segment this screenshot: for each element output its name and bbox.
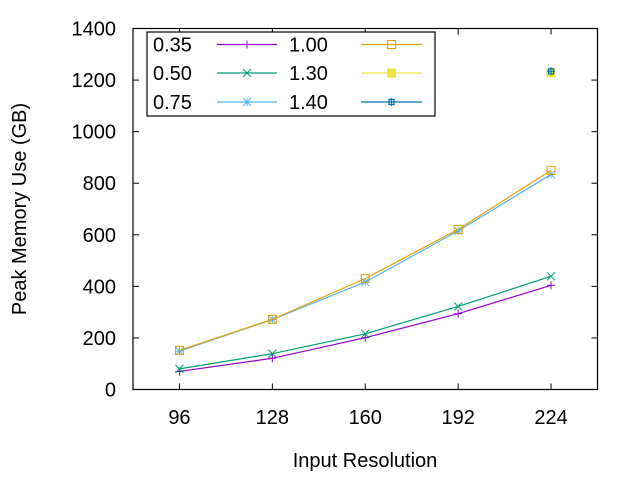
legend-item: 0.75: [153, 92, 277, 114]
plot-frame: [132, 27, 599, 391]
data-point: [360, 329, 370, 339]
legend-marker: [242, 68, 252, 78]
legend-item: 1.00: [289, 35, 422, 57]
legend-label: 1.30: [289, 63, 328, 85]
x-tick-label: 192: [441, 407, 474, 429]
legend-label: 0.35: [153, 35, 192, 57]
legend: 0.35 0.50 0.75 1.00 1.30 1.40: [146, 31, 436, 117]
data-point: [453, 224, 463, 234]
series-0.50: [175, 271, 556, 374]
y-tick-label: 1000: [72, 122, 117, 144]
legend-label: 1.00: [289, 35, 328, 57]
data-point: [547, 281, 556, 290]
legend-item: 1.40: [289, 92, 422, 114]
data-point: [175, 346, 184, 356]
legend-label: 0.50: [153, 63, 192, 85]
legend-marker: [243, 40, 251, 49]
y-axis-title: Peak Memory Use (GB): [9, 103, 31, 315]
x-tick-label: 128: [256, 407, 289, 429]
y-tick-label: 400: [83, 276, 116, 298]
data-point: [267, 314, 277, 324]
data-point: [361, 333, 370, 342]
data-point: [174, 345, 184, 355]
data-point: [546, 165, 556, 175]
series-line: [179, 275, 552, 370]
y-tick-label: 1200: [72, 70, 117, 92]
data-point: [547, 67, 556, 76]
series-layer: [174, 67, 556, 376]
legend-label: 1.40: [289, 92, 328, 114]
x-tick-label: 160: [349, 407, 382, 429]
legend-marker: [387, 68, 396, 78]
series-line: [179, 173, 552, 352]
x-tick-label: 224: [534, 407, 567, 429]
y-tick-label: 1400: [72, 19, 117, 41]
legend-item: 0.50: [153, 63, 277, 85]
legend-items: 0.35 0.50 0.75 1.00 1.30 1.40: [153, 35, 422, 114]
series-0.35: [175, 281, 556, 376]
legend-item: 1.30: [289, 63, 422, 85]
legend-label: 0.75: [153, 92, 192, 114]
data-point: [546, 271, 556, 281]
y-tick-label: 0: [105, 380, 116, 402]
data-point: [360, 274, 370, 284]
legend-marker: [242, 97, 252, 107]
data-point: [267, 349, 277, 359]
y-tick-label: 600: [83, 225, 116, 247]
x-tick-label: 96: [168, 407, 190, 429]
legend-marker: [387, 98, 396, 106]
tick-labels-layer: 0 200 400 600 800 1000 1200 1400 96 128 160 192 224: [72, 19, 568, 430]
x-axis-title: Input Resolution: [293, 450, 438, 472]
data-point: [175, 364, 184, 374]
series-line: [179, 284, 552, 373]
legend-item: 0.35: [153, 35, 277, 57]
series-line: [179, 169, 552, 351]
y-tick-label: 200: [83, 328, 116, 350]
series-0.75: [175, 170, 556, 356]
data-point: [453, 302, 463, 311]
y-tick-label: 800: [83, 173, 116, 195]
series-1.40: [547, 67, 556, 76]
data-point: [454, 309, 463, 318]
data-point: [268, 354, 277, 363]
legend-marker: [387, 40, 396, 49]
series-1.00: [174, 165, 556, 355]
